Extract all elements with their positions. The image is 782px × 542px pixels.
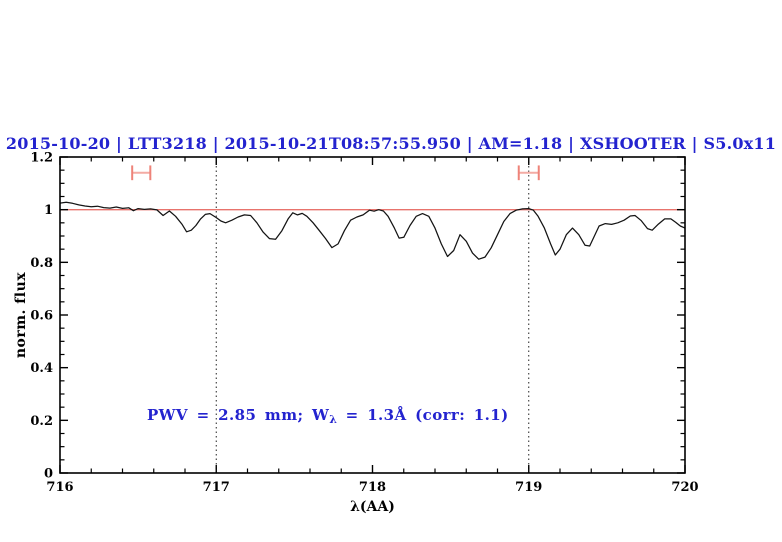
y-tick-label: 1.2 [30,151,53,166]
pwv-annotation-prefix: PWV = 2.85 mm; W [147,406,330,424]
x-tick-label: 719 [515,480,542,495]
plot-title: 2015-10-20 | LTT3218 | 2015-10-21T08:57:… [5,134,777,153]
y-tick-label: 0.4 [30,361,53,376]
pwv-annotation-subscript: λ [329,413,337,426]
y-tick-label: 0.6 [30,309,53,324]
x-tick-label: 720 [671,480,698,495]
y-tick-label: 0.8 [30,256,53,271]
x-axis-label: λ(AA) [350,499,395,515]
y-tick-label: 1 [44,203,53,218]
x-tick-label: 717 [203,480,230,495]
x-tick-label: 718 [359,480,386,495]
pwv-annotation: PWV = 2.85 mm; Wλ = 1.3Å (corr: 1.1) [147,406,509,426]
y-tick-label: 0 [44,467,53,482]
y-tick-label: 0.2 [30,414,53,429]
spectrum-line [59,201,686,260]
pwv-annotation-suffix: = 1.3Å (corr: 1.1) [337,406,509,424]
y-axis-label: norm. flux [13,271,29,359]
x-tick-label: 716 [46,480,73,495]
